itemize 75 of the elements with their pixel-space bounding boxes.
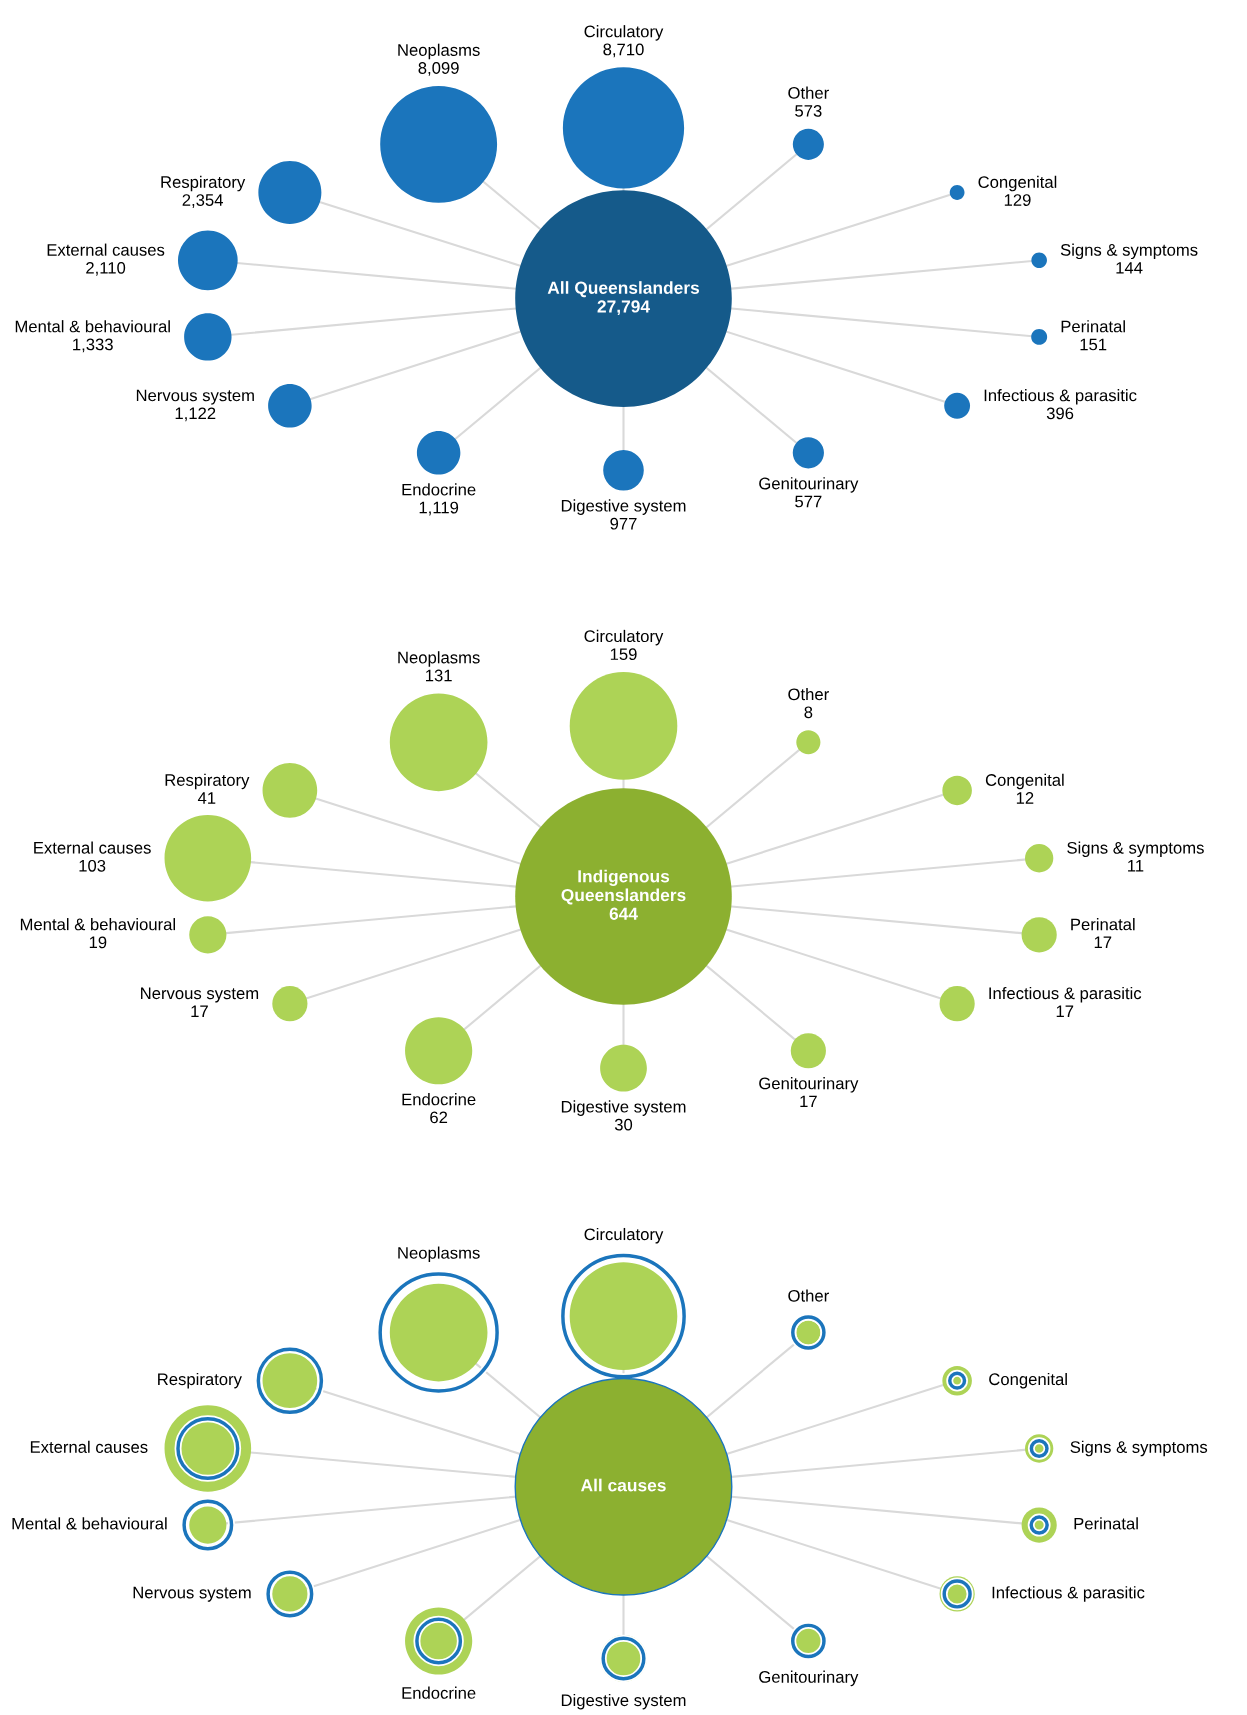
- category-label: Congenital: [985, 773, 1064, 790]
- category-label: Circulatory: [584, 25, 664, 41]
- category-label: Genitourinary: [759, 1077, 859, 1093]
- category-label: Indigenous Queenslanders: [561, 869, 686, 905]
- data-label: 19: [89, 936, 107, 949]
- data-label: 577: [795, 495, 822, 508]
- category-label: Mental & behavioural: [12, 1517, 167, 1530]
- category-label: Perinatal: [1074, 1517, 1138, 1530]
- data-label: 151: [1080, 338, 1107, 351]
- category-label: Nervous system: [136, 389, 254, 405]
- category-label: Digestive system: [561, 1100, 686, 1116]
- category-label: Signs & symptoms: [1070, 1440, 1208, 1457]
- category-label: All causes: [580, 1478, 666, 1492]
- data-label: 41: [197, 792, 216, 804]
- category-label: Other: [788, 86, 829, 99]
- data-label: 62: [430, 1111, 448, 1124]
- category-label: External causes: [47, 243, 165, 256]
- category-label: Other: [788, 687, 829, 701]
- category-label: Circulatory: [584, 1227, 664, 1244]
- data-label: 1,122: [175, 407, 216, 422]
- category-label: Respiratory: [165, 773, 250, 790]
- category-label: Other: [788, 1289, 829, 1302]
- category-label: Infectious & parasitic: [992, 1586, 1145, 1602]
- data-label: 573: [795, 104, 822, 117]
- category-label: Mental & behavioural: [15, 320, 170, 333]
- data-label: 8,710: [603, 43, 644, 58]
- category-label: Perinatal: [1061, 320, 1125, 333]
- data-label: 17: [1056, 1005, 1074, 1017]
- category-label: Nervous system: [133, 1586, 251, 1602]
- category-label: Digestive system: [561, 1693, 686, 1710]
- category-label: Mental & behavioural: [20, 918, 175, 931]
- category-label: Neoplasms: [398, 1246, 480, 1263]
- category-label: Digestive system: [561, 499, 686, 515]
- data-label: 11: [1128, 860, 1144, 872]
- category-label: Genitourinary: [759, 1670, 859, 1687]
- category-label: Infectious & parasitic: [989, 986, 1142, 1003]
- data-label: 644: [609, 907, 638, 920]
- category-label: Congenital: [989, 1372, 1067, 1389]
- category-label: Neoplasms: [398, 43, 480, 60]
- category-label: Perinatal: [1071, 918, 1135, 931]
- data-label: 2,354: [182, 194, 223, 208]
- data-label: 1,119: [419, 501, 459, 516]
- category-label: Signs & symptoms: [1067, 841, 1204, 858]
- category-label: Neoplasms: [398, 651, 480, 667]
- category-label: Endocrine: [402, 1686, 476, 1699]
- category-label: Respiratory: [158, 1372, 242, 1389]
- data-label: 17: [1094, 936, 1112, 949]
- category-label: Congenital: [978, 175, 1057, 192]
- data-label: 2,110: [86, 261, 126, 276]
- category-label: Endocrine: [402, 1093, 476, 1106]
- data-label: 131: [426, 669, 452, 682]
- category-label: Signs & symptoms: [1060, 243, 1198, 260]
- category-label: External causes: [34, 841, 151, 854]
- data-label: 8,099: [418, 62, 459, 76]
- data-label: 30: [614, 1118, 633, 1131]
- category-label: Genitourinary: [759, 477, 859, 493]
- data-label: 396: [1046, 407, 1074, 420]
- data-label: 1,333: [73, 338, 113, 353]
- category-label: Endocrine: [402, 483, 476, 496]
- data-label: 144: [1116, 262, 1143, 274]
- data-label: 27,794: [597, 300, 650, 316]
- data-label: 103: [79, 859, 106, 872]
- data-label: 17: [800, 1095, 817, 1108]
- category-label: Respiratory: [161, 175, 246, 192]
- data-label: 12: [1016, 792, 1034, 804]
- data-label: 17: [191, 1005, 208, 1017]
- category-label: Infectious & parasitic: [984, 389, 1137, 405]
- category-label: Circulatory: [584, 629, 664, 646]
- category-label: All Queenslanders: [547, 281, 700, 298]
- category-label: External causes: [30, 1440, 148, 1453]
- data-label: 8: [804, 706, 813, 719]
- category-label: Nervous system: [141, 987, 259, 1003]
- data-label: 977: [610, 517, 637, 530]
- data-label: 129: [1004, 194, 1031, 206]
- data-label: 159: [610, 648, 637, 661]
